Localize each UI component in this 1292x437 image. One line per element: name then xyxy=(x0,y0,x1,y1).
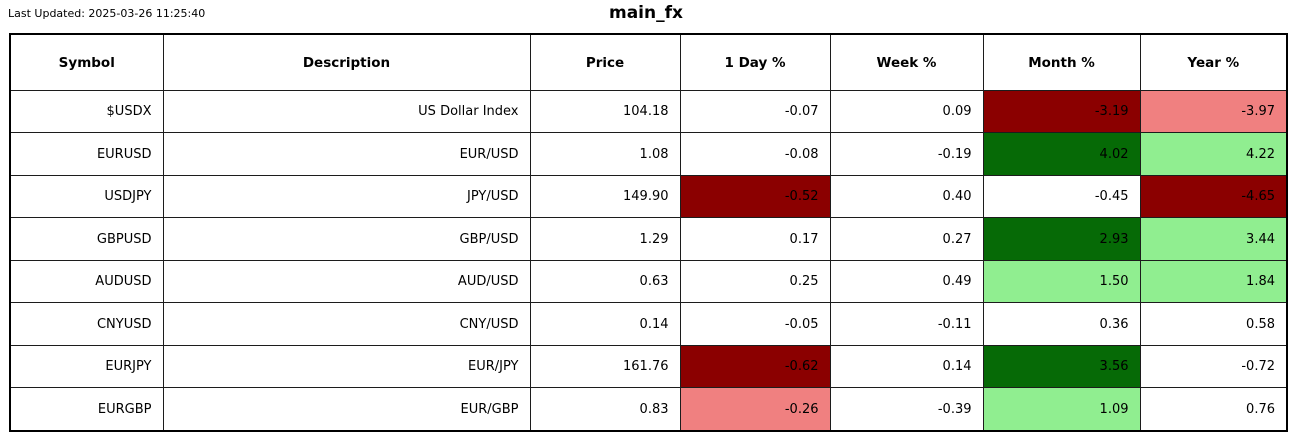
month-change-cell: 1.50 xyxy=(982,259,1141,304)
week-change-cell: 0.09 xyxy=(829,89,984,134)
description-cell: AUD/USD xyxy=(162,259,531,304)
price-cell: 161.76 xyxy=(529,344,681,389)
symbol-cell: EURJPY xyxy=(9,344,164,389)
symbol-cell: EURGBP xyxy=(9,387,164,432)
symbol-cell: EURUSD xyxy=(9,132,164,176)
symbol-cell: CNYUSD xyxy=(9,302,164,346)
price-cell: 0.63 xyxy=(529,259,681,304)
symbol-cell: $USDX xyxy=(9,89,164,134)
page-title: main_fx xyxy=(609,3,683,23)
week-change-cell: -0.19 xyxy=(829,132,984,176)
col-header-month: Month % xyxy=(982,33,1141,91)
description-cell: EUR/USD xyxy=(162,132,531,176)
price-cell: 0.83 xyxy=(529,387,681,432)
table-row: EURGBP EUR/GBP 0.83 -0.26 -0.39 1.09 0.7… xyxy=(9,387,1288,432)
day-change-cell: -0.26 xyxy=(679,387,831,432)
price-cell: 104.18 xyxy=(529,89,681,134)
week-change-cell: 0.40 xyxy=(829,174,984,219)
table-row: EURJPY EUR/JPY 161.76 -0.62 0.14 3.56 -0… xyxy=(9,344,1288,389)
week-change-cell: 0.49 xyxy=(829,259,984,304)
month-change-cell: 0.36 xyxy=(982,302,1141,346)
col-header-year: Year % xyxy=(1139,33,1288,91)
table-row: $USDX US Dollar Index 104.18 -0.07 0.09 … xyxy=(9,89,1288,134)
col-header-day: 1 Day % xyxy=(679,33,831,91)
table-row: CNYUSD CNY/USD 0.14 -0.05 -0.11 0.36 0.5… xyxy=(9,302,1288,346)
description-cell: CNY/USD xyxy=(162,302,531,346)
year-change-cell: 0.76 xyxy=(1139,387,1288,432)
day-change-cell: -0.08 xyxy=(679,132,831,176)
year-change-cell: 4.22 xyxy=(1139,132,1288,176)
price-cell: 0.14 xyxy=(529,302,681,346)
year-change-cell: -3.97 xyxy=(1139,89,1288,134)
day-change-cell: -0.07 xyxy=(679,89,831,134)
month-change-cell: 1.09 xyxy=(982,387,1141,432)
day-change-cell: 0.17 xyxy=(679,217,831,261)
day-change-cell: 0.25 xyxy=(679,259,831,304)
table-row: USDJPY JPY/USD 149.90 -0.52 0.40 -0.45 -… xyxy=(9,174,1288,219)
week-change-cell: -0.39 xyxy=(829,387,984,432)
col-header-price: Price xyxy=(529,33,681,91)
year-change-cell: 1.84 xyxy=(1139,259,1288,304)
description-cell: US Dollar Index xyxy=(162,89,531,134)
day-change-cell: -0.62 xyxy=(679,344,831,389)
table-row: GBPUSD GBP/USD 1.29 0.17 0.27 2.93 3.44 xyxy=(9,217,1288,261)
price-cell: 1.29 xyxy=(529,217,681,261)
year-change-cell: 0.58 xyxy=(1139,302,1288,346)
year-change-cell: -4.65 xyxy=(1139,174,1288,219)
table-header-row: Symbol Description Price 1 Day % Week % … xyxy=(9,33,1288,91)
month-change-cell: 2.93 xyxy=(982,217,1141,261)
fx-table: Symbol Description Price 1 Day % Week % … xyxy=(9,33,1288,432)
symbol-cell: USDJPY xyxy=(9,174,164,219)
month-change-cell: -3.19 xyxy=(982,89,1141,134)
table-row: AUDUSD AUD/USD 0.63 0.25 0.49 1.50 1.84 xyxy=(9,259,1288,304)
day-change-cell: -0.52 xyxy=(679,174,831,219)
month-change-cell: 4.02 xyxy=(982,132,1141,176)
month-change-cell: 3.56 xyxy=(982,344,1141,389)
year-change-cell: -0.72 xyxy=(1139,344,1288,389)
price-cell: 1.08 xyxy=(529,132,681,176)
symbol-cell: GBPUSD xyxy=(9,217,164,261)
last-updated-timestamp: Last Updated: 2025-03-26 11:25:40 xyxy=(8,7,206,20)
col-header-description: Description xyxy=(162,33,531,91)
day-change-cell: -0.05 xyxy=(679,302,831,346)
price-cell: 149.90 xyxy=(529,174,681,219)
description-cell: GBP/USD xyxy=(162,217,531,261)
col-header-week: Week % xyxy=(829,33,984,91)
description-cell: JPY/USD xyxy=(162,174,531,219)
week-change-cell: 0.27 xyxy=(829,217,984,261)
description-cell: EUR/GBP xyxy=(162,387,531,432)
symbol-cell: AUDUSD xyxy=(9,259,164,304)
col-header-symbol: Symbol xyxy=(9,33,164,91)
week-change-cell: -0.11 xyxy=(829,302,984,346)
year-change-cell: 3.44 xyxy=(1139,217,1288,261)
description-cell: EUR/JPY xyxy=(162,344,531,389)
month-change-cell: -0.45 xyxy=(982,174,1141,219)
table-row: EURUSD EUR/USD 1.08 -0.08 -0.19 4.02 4.2… xyxy=(9,132,1288,176)
week-change-cell: 0.14 xyxy=(829,344,984,389)
